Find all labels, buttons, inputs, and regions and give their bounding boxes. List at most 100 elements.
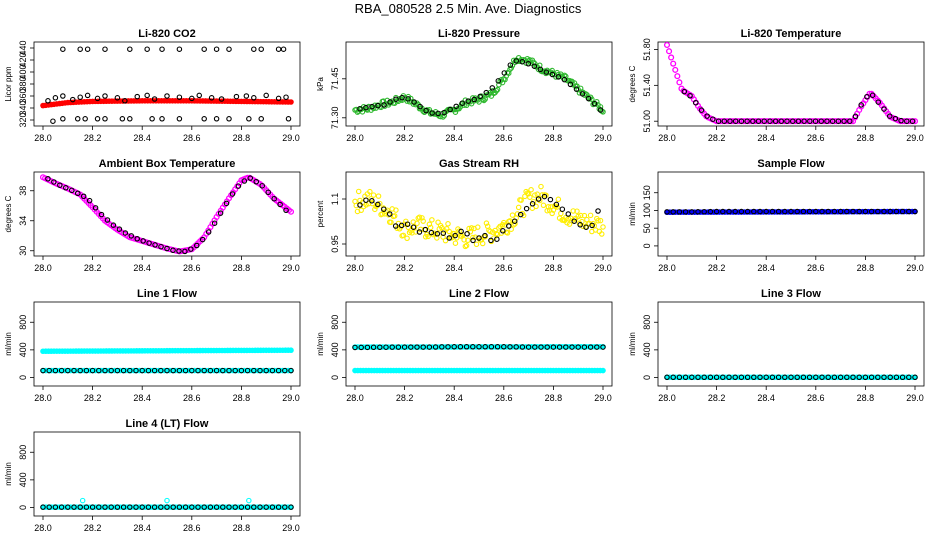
x-tick-label: 28.6 xyxy=(183,133,201,143)
data-point xyxy=(906,208,912,215)
data-point xyxy=(452,240,459,246)
data-point xyxy=(427,224,434,231)
data-point xyxy=(144,46,150,52)
data-point xyxy=(868,208,875,215)
data-point xyxy=(589,96,595,103)
x-tick-label: 28.2 xyxy=(396,133,414,143)
data-point xyxy=(110,222,117,228)
data-point xyxy=(86,197,93,204)
data-point xyxy=(395,344,402,350)
y-tick-label: 400 xyxy=(642,342,652,357)
data-point xyxy=(493,88,500,94)
data-point xyxy=(452,109,459,115)
data-point xyxy=(259,183,265,189)
data-point xyxy=(40,367,46,374)
y-tick-label: 800 xyxy=(18,315,28,330)
data-point xyxy=(565,211,572,217)
data-point xyxy=(501,344,507,350)
data-point xyxy=(220,504,226,510)
y-tick-label: 0 xyxy=(642,375,652,380)
data-point xyxy=(79,497,86,504)
data-point xyxy=(194,242,200,249)
data-point xyxy=(856,374,862,381)
data-point xyxy=(465,98,471,104)
data-point xyxy=(84,92,91,99)
y-tick-label: 0 xyxy=(18,505,28,510)
data-point xyxy=(133,367,139,374)
data-point xyxy=(476,344,482,350)
data-point xyxy=(102,116,108,122)
data-point xyxy=(405,224,412,231)
data-point xyxy=(182,248,188,255)
data-point xyxy=(369,200,376,207)
data-point xyxy=(543,69,550,75)
data-point xyxy=(114,504,121,510)
x-tick-label: 28.0 xyxy=(346,263,364,273)
data-point xyxy=(229,191,236,197)
data-point xyxy=(246,116,252,122)
data-point xyxy=(666,48,673,55)
data-point xyxy=(875,374,881,381)
data-point xyxy=(96,367,102,374)
data-point xyxy=(357,202,363,208)
data-point xyxy=(102,504,108,510)
data-point xyxy=(583,224,589,230)
data-point xyxy=(555,74,562,80)
data-point xyxy=(213,504,220,510)
x-tick-label: 28.8 xyxy=(233,523,251,533)
data-point xyxy=(532,192,538,198)
data-point xyxy=(84,46,91,52)
data-point xyxy=(226,116,232,122)
data-point xyxy=(528,186,534,193)
data-point xyxy=(893,208,900,215)
data-point xyxy=(813,208,819,215)
data-point xyxy=(831,374,838,381)
x-tick-label: 29.0 xyxy=(282,133,300,143)
data-point xyxy=(386,211,393,217)
data-point xyxy=(381,206,387,212)
data-point xyxy=(553,201,560,208)
data-point xyxy=(244,504,251,510)
data-point xyxy=(561,76,568,83)
x-tick-label: 28.2 xyxy=(708,133,726,143)
data-point xyxy=(235,183,242,189)
data-point xyxy=(540,202,547,209)
data-point xyxy=(501,70,508,76)
data-point xyxy=(898,117,904,124)
data-point xyxy=(492,227,498,234)
data-point xyxy=(695,209,701,215)
chart-panel-3: Li-820 Temperature degrees C 28.0 28.2 28.4 2… xyxy=(628,28,925,143)
data-point xyxy=(258,46,264,52)
data-point xyxy=(831,208,838,215)
data-point xyxy=(417,103,423,110)
data-point xyxy=(410,224,417,230)
data-point xyxy=(176,367,183,374)
x-tick-label: 28.4 xyxy=(757,263,775,273)
chart-panel-6: Sample Flow ml/min 28.0 28.2 28.4 28.6 28.8 29.… xyxy=(628,158,925,273)
data-point xyxy=(751,374,757,381)
panel-title: Ambient Box Temperature xyxy=(99,158,236,170)
data-point xyxy=(404,221,411,227)
data-point xyxy=(352,344,358,351)
data-point xyxy=(670,209,676,215)
y-tick-label: 800 xyxy=(642,315,652,330)
data-point xyxy=(89,504,96,510)
data-point xyxy=(355,188,362,195)
data-point xyxy=(52,95,59,101)
data-point xyxy=(251,46,257,52)
data-point xyxy=(60,93,66,99)
data-point xyxy=(176,504,183,510)
data-point xyxy=(463,344,470,350)
data-point xyxy=(243,93,250,99)
data-point xyxy=(550,70,557,77)
data-point xyxy=(732,208,738,215)
data-point xyxy=(869,92,876,98)
data-point xyxy=(375,193,382,199)
data-point xyxy=(730,118,737,125)
data-point xyxy=(151,96,158,102)
series-avg xyxy=(352,344,606,351)
data-point xyxy=(668,54,675,61)
data-point xyxy=(40,504,46,510)
data-point xyxy=(504,230,511,236)
data-point xyxy=(370,344,377,351)
